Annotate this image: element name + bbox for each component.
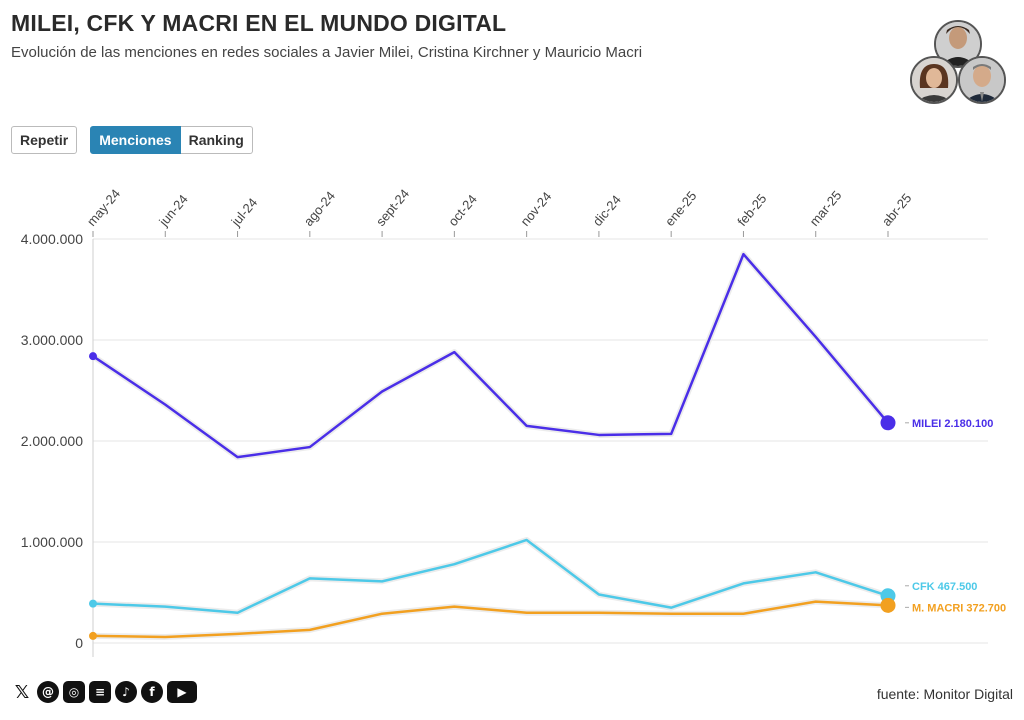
- series-end-label: M. MACRI 372.700: [912, 602, 1006, 614]
- y-tick-label: 1.000.000: [21, 534, 83, 550]
- x-tick-label: may-24: [84, 186, 123, 229]
- series-end-label: MILEI 2.180.100: [912, 418, 993, 430]
- x-tick-label: mar-25: [807, 188, 845, 229]
- source-note: fuente: Monitor Digital: [876, 686, 1013, 702]
- youtube-icon[interactable]: ▶: [167, 681, 197, 703]
- x-tick-label: ago-24: [301, 188, 339, 229]
- x-tick-label: oct-24: [445, 192, 480, 229]
- series-end-label: CFK 467.500: [912, 581, 977, 593]
- series-halo: [92, 598, 889, 640]
- facebook-icon[interactable]: f: [141, 681, 163, 703]
- x-tick-label: jun-24: [155, 192, 190, 230]
- y-tick-label: 0: [75, 635, 83, 651]
- tab-ranking[interactable]: Ranking: [180, 126, 253, 154]
- repeat-button[interactable]: Repetir: [11, 126, 78, 154]
- x-icon[interactable]: 𝕏: [11, 681, 33, 703]
- series-start-point: [89, 352, 97, 361]
- social-links: 𝕏 @ ◎ ≡ ♪ f ▶: [11, 681, 197, 703]
- series-end-point: [880, 597, 896, 613]
- series-line-0: [92, 252, 889, 459]
- threads-icon[interactable]: @: [37, 681, 59, 703]
- series-line-2: [92, 600, 889, 639]
- series-end-point: [880, 415, 896, 431]
- instagram-icon[interactable]: ◎: [63, 681, 85, 703]
- tiktok-icon[interactable]: ♪: [115, 681, 137, 703]
- x-tick-label: jul-24: [228, 195, 261, 230]
- politician-avatars: [906, 20, 1010, 108]
- series-start-point: [89, 631, 97, 640]
- x-tick-label: ene-25: [662, 188, 700, 229]
- x-tick-label: feb-25: [734, 191, 769, 229]
- series-start-point: [89, 599, 97, 608]
- avatar-kirchner: [910, 56, 958, 104]
- view-toggle: Menciones Ranking: [90, 126, 253, 154]
- x-tick-label: nov-24: [517, 189, 554, 229]
- x-tick-label: dic-24: [590, 192, 624, 229]
- chart-title: MILEI, CFK Y MACRI EN EL MUNDO DIGITAL: [11, 10, 507, 36]
- substack-icon[interactable]: ≡: [89, 681, 111, 703]
- y-tick-label: 2.000.000: [21, 433, 83, 449]
- series-line-1: [92, 538, 889, 614]
- y-tick-label: 3.000.000: [21, 332, 83, 348]
- chart-subtitle: Evolución de las menciones en redes soci…: [11, 44, 643, 61]
- x-tick-label: abr-25: [879, 191, 915, 229]
- tab-mentions[interactable]: Menciones: [90, 126, 181, 154]
- x-tick-label: sept-24: [373, 186, 412, 229]
- y-tick-label: 4.000.000: [21, 231, 83, 247]
- line-chart: 0 1.000.000 2.000.000 3.000.000 4.000.000may…: [21, 186, 1006, 657]
- chart-controls: Repetir Menciones Ranking: [11, 126, 253, 154]
- avatar-macri: [958, 56, 1006, 104]
